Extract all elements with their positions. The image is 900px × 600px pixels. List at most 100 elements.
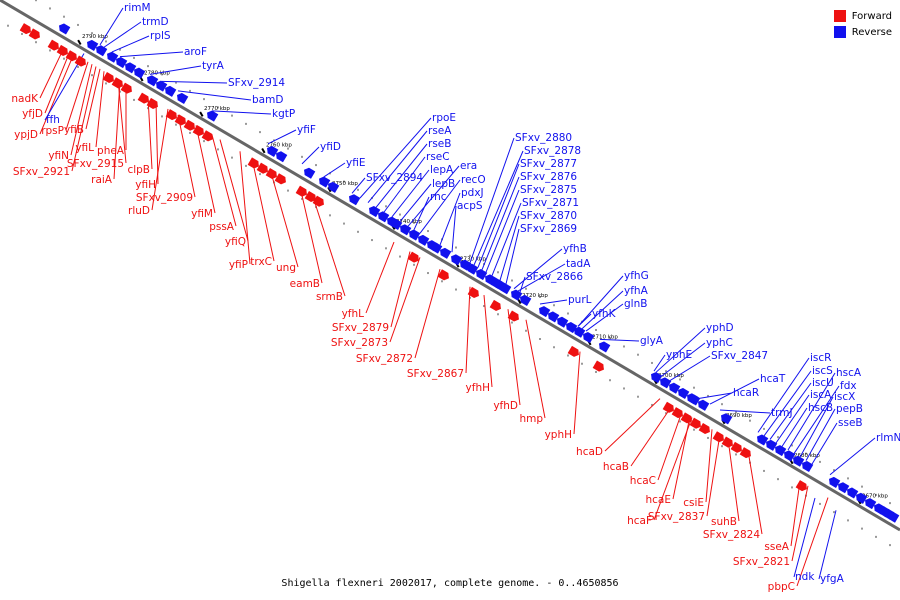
tick-dot	[63, 57, 65, 60]
forward-gene-label: SFxv_2879	[332, 322, 389, 334]
reverse-leader-line	[469, 137, 515, 263]
reverse-leader-line	[709, 378, 760, 405]
tick-dot	[721, 403, 723, 406]
tick-dot	[133, 98, 135, 101]
tick-dot	[777, 478, 779, 481]
reverse-leader-line	[111, 35, 150, 53]
tick-dot	[343, 222, 345, 225]
forward-gene-arrow	[592, 360, 604, 372]
tick-dot	[385, 205, 387, 208]
reverse-gene-label: acpS	[457, 200, 483, 212]
forward-leader-line	[239, 151, 251, 265]
reverse-leader-line	[793, 385, 840, 454]
reverse-gene-label: lepB	[432, 178, 455, 190]
tick-dot	[819, 460, 821, 463]
reverse-leader-line	[699, 392, 733, 399]
tick-dot	[105, 40, 107, 43]
tick-dot	[469, 254, 471, 257]
forward-gene-label: sseA	[764, 541, 789, 553]
reverse-gene-label: lepA	[430, 164, 454, 176]
reverse-gene-label: era	[460, 160, 477, 172]
reverse-leader-line	[473, 150, 524, 266]
forward-leader-line	[507, 309, 521, 406]
reverse-gene-arrow	[319, 176, 331, 188]
tick-dot	[847, 519, 849, 522]
tick-dot	[833, 511, 835, 514]
tick-dot	[21, 32, 23, 35]
reverse-gene-arrow	[784, 450, 796, 462]
reverse-gene-label: hscB	[808, 402, 833, 414]
tick-dot	[175, 123, 177, 126]
reverse-gene-label: sseB	[838, 417, 863, 429]
tick-dot	[315, 164, 317, 167]
forward-gene-label: yfiM	[191, 208, 213, 220]
tick-dot	[385, 247, 387, 250]
tick-dot	[91, 32, 93, 35]
forward-gene-label: SFxv_2915	[67, 158, 124, 170]
reverse-gene-arrow	[378, 211, 390, 223]
tick-dot	[623, 387, 625, 390]
tick-dot	[665, 370, 667, 373]
reverse-gene-arrow	[409, 229, 421, 241]
tick-dot	[483, 305, 485, 308]
reverse-gene-arrow	[539, 306, 551, 318]
reverse-leader-line	[719, 409, 771, 414]
forward-gene-arrow	[739, 447, 751, 459]
tick-dot	[399, 213, 401, 216]
forward-gene-label: SFxv_2921	[13, 166, 70, 178]
tick-dot	[161, 115, 163, 118]
reverse-leader-line	[149, 65, 202, 75]
reverse-gene-label: pdxJ	[461, 187, 484, 199]
forward-leader-line	[219, 139, 249, 242]
reverse-leader-line	[407, 165, 460, 227]
tick-dot	[581, 362, 583, 365]
tick-dot	[511, 279, 513, 282]
tick-dot	[651, 361, 653, 364]
genome-backbone	[0, 0, 900, 532]
forward-leader-line	[414, 268, 441, 359]
forward-gene-arrow	[295, 185, 307, 197]
reverse-leader-line	[513, 248, 563, 290]
forward-gene-label: yfhD	[493, 400, 518, 412]
scale-label: 2760 kbp	[266, 142, 292, 148]
reverse-leader-line	[267, 129, 297, 145]
reverse-gene-label: trmJ	[771, 407, 793, 419]
tick-dot	[259, 131, 261, 134]
forward-gene-label: ung	[276, 262, 296, 274]
tick-dot	[231, 114, 233, 117]
tick-dot	[399, 255, 401, 258]
tick-dot	[35, 0, 37, 2]
forward-gene-arrow	[201, 130, 213, 142]
reverse-gene-label: yfiE	[346, 157, 365, 169]
legend-item-reverse: Reverse	[833, 24, 892, 40]
tick-dot	[763, 427, 765, 430]
reverse-gene-label: bamD	[252, 94, 283, 106]
reverse-gene-arrow	[491, 277, 503, 289]
scale-label: 2720 kbp	[522, 293, 548, 299]
reverse-leader-line	[585, 303, 624, 332]
forward-gene-arrow	[437, 269, 449, 281]
reverse-leader-line	[787, 372, 836, 451]
tick-dot	[245, 164, 247, 167]
tick-dot	[259, 173, 261, 176]
forward-leader-line	[39, 47, 65, 99]
forward-gene-arrow	[467, 286, 479, 299]
reverse-leader-line	[505, 228, 520, 285]
reverse-gene-arrow	[400, 224, 412, 236]
forward-gene-arrow	[489, 299, 501, 311]
reverse-gene-label: rimM	[124, 2, 151, 14]
reverse-gene-label: iscR	[810, 352, 831, 364]
reverse-gene-label: yfhK	[592, 308, 617, 320]
forward-leader-line	[365, 241, 395, 314]
tick-dot	[133, 56, 135, 59]
reverse-gene-arrow	[96, 45, 108, 57]
tick-dot	[777, 436, 779, 439]
reverse-leader-line	[413, 196, 430, 231]
tick-dot	[161, 73, 163, 76]
forward-gene-label: SFxv_2873	[331, 337, 388, 349]
reverse-gene-arrow	[856, 492, 868, 504]
reverse-gene-label: fdx	[840, 380, 857, 392]
tick-dot	[7, 24, 9, 27]
forward-gene-label: raiA	[91, 174, 113, 186]
tick-dot	[91, 74, 93, 77]
